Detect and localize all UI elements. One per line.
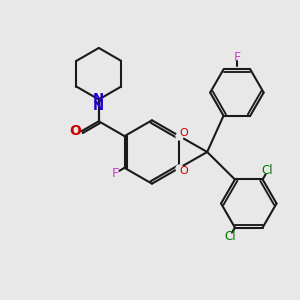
Text: O: O xyxy=(179,128,188,138)
Text: O: O xyxy=(70,124,82,138)
Text: O: O xyxy=(179,166,188,176)
Text: F: F xyxy=(111,167,119,180)
Text: Cl: Cl xyxy=(262,164,273,177)
Text: N: N xyxy=(93,100,104,113)
Text: Cl: Cl xyxy=(224,230,236,243)
Text: N: N xyxy=(93,92,104,105)
Text: F: F xyxy=(233,51,241,64)
